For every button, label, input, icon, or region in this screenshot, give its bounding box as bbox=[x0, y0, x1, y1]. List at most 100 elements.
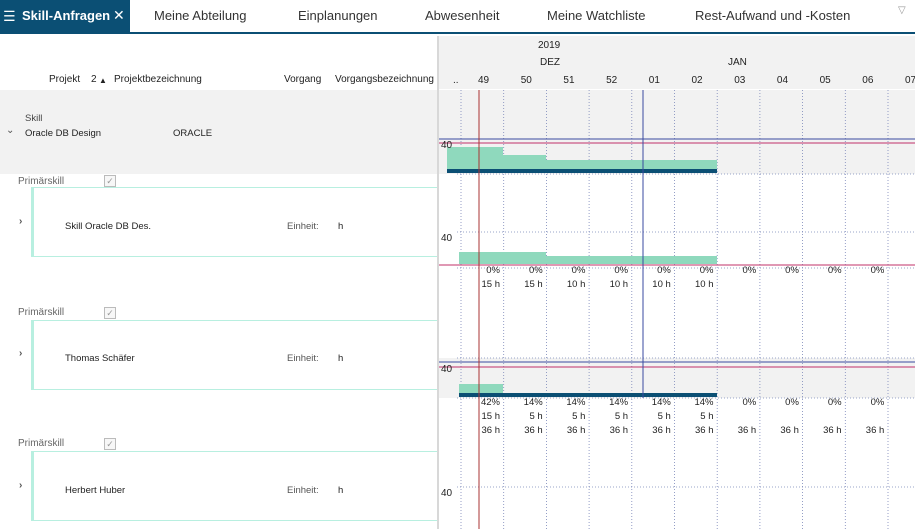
percent-value: 0% bbox=[870, 265, 885, 276]
week-label: 07 bbox=[905, 75, 915, 86]
allocation-bar bbox=[447, 147, 503, 173]
percent-value: 14% bbox=[651, 397, 671, 408]
percent-value: 0% bbox=[742, 397, 757, 408]
header-vorgangsbezeichnung[interactable]: Vorgangsbezeichnung bbox=[335, 74, 434, 85]
sort-ascending-icon[interactable]: ▲ bbox=[99, 76, 107, 85]
hours-value: 10 h bbox=[566, 279, 586, 290]
percent-value: 14% bbox=[566, 397, 586, 408]
primaerskill-label: Primärskill bbox=[18, 176, 65, 187]
hours-value: 5 h bbox=[572, 411, 586, 422]
hours-value: 10 h bbox=[652, 279, 671, 290]
tab-einplanungen[interactable]: Einplanungen bbox=[298, 8, 378, 23]
row-band bbox=[439, 358, 915, 398]
capacity-value: 36 h bbox=[780, 425, 799, 436]
tab-skill-anfragen[interactable]: ☰ Skill-Anfragen ✕ bbox=[0, 0, 130, 34]
resource-name: Herbert Huber bbox=[65, 485, 126, 496]
percent-value: 0% bbox=[870, 397, 885, 408]
skill-group-row: ⌄ Skill Oracle DB Design ORACLE bbox=[0, 90, 437, 174]
unit-value: h bbox=[338, 221, 344, 232]
skill-name: Oracle DB Design bbox=[25, 128, 102, 139]
allocation-bar bbox=[503, 155, 546, 173]
unit-label: Einheit: bbox=[287, 221, 319, 232]
axis-value: 40 bbox=[441, 488, 453, 499]
percent-value: 0% bbox=[699, 265, 714, 276]
resource-row[interactable] bbox=[31, 451, 437, 521]
chevron-right-icon[interactable]: › bbox=[19, 348, 23, 359]
capacity-value: 36 h bbox=[865, 425, 885, 436]
capacity-value: 36 h bbox=[524, 425, 543, 436]
skill-code: ORACLE bbox=[173, 128, 213, 139]
baseline-bar bbox=[447, 169, 717, 173]
primaerskill-checkbox[interactable]: ✓ bbox=[104, 307, 116, 319]
capacity-value: 36 h bbox=[737, 425, 757, 436]
percent-value: 0% bbox=[528, 265, 543, 276]
week-label: 49 bbox=[478, 75, 490, 86]
capacity-value: 36 h bbox=[823, 425, 842, 436]
percent-value: 0% bbox=[785, 265, 799, 276]
timeline-header: 2019 DEZ JAN .. 49 50 51 52 01 02 03 04 05 06 07 bbox=[439, 36, 915, 89]
close-icon[interactable]: ✕ bbox=[113, 7, 125, 23]
hours-value: 15 h bbox=[481, 279, 501, 290]
allocation-bar bbox=[459, 384, 503, 393]
percent-value: 14% bbox=[609, 397, 629, 408]
percent-value: 0% bbox=[785, 397, 799, 408]
chevron-down-icon[interactable]: ▽ bbox=[898, 5, 906, 16]
resource-row[interactable] bbox=[31, 320, 437, 390]
tab-meine-watchliste[interactable]: Meine Watchliste bbox=[547, 8, 646, 23]
resource-name: Skill Oracle DB Des. bbox=[65, 221, 152, 232]
baseline-bar bbox=[459, 393, 717, 397]
axis-value: 40 bbox=[441, 364, 453, 375]
week-label: 05 bbox=[819, 75, 831, 86]
hours-value: 10 h bbox=[695, 279, 714, 290]
hours-value: 5 h bbox=[700, 411, 714, 422]
percent-value: 42% bbox=[480, 397, 500, 408]
week-label: 01 bbox=[648, 75, 660, 86]
axis-value: 40 bbox=[441, 140, 453, 151]
allocation-bar bbox=[546, 256, 717, 264]
tab-rest-aufwand[interactable]: Rest-Aufwand und -Kosten bbox=[695, 8, 851, 23]
percent-value: 0% bbox=[657, 265, 671, 276]
week-prefix: .. bbox=[453, 75, 459, 86]
skill-label: Skill bbox=[25, 113, 43, 124]
header-projektbezeichnung[interactable]: Projektbezeichnung bbox=[114, 74, 202, 85]
week-label: 04 bbox=[776, 75, 789, 86]
chevron-right-icon[interactable]: › bbox=[19, 216, 23, 227]
percent-value: 14% bbox=[523, 397, 543, 408]
tab-label: Skill-Anfragen bbox=[22, 8, 111, 23]
unit-value: h bbox=[338, 485, 344, 496]
tab-meine-abteilung[interactable]: Meine Abteilung bbox=[154, 8, 247, 23]
gantt-chart: 2019 DEZ JAN .. 49 50 51 52 01 02 03 04 05 06 07 4… bbox=[439, 36, 915, 529]
capacity-value: 36 h bbox=[695, 425, 714, 436]
chevron-right-icon[interactable]: › bbox=[19, 480, 23, 491]
hamburger-menu-icon[interactable]: ☰ bbox=[3, 8, 16, 24]
percent-value: 0% bbox=[486, 265, 500, 276]
pane-splitter[interactable] bbox=[437, 36, 439, 529]
percent-value: 0% bbox=[571, 265, 586, 276]
capacity-value: 36 h bbox=[481, 425, 501, 436]
week-label: 51 bbox=[563, 75, 575, 86]
percent-value: 14% bbox=[694, 397, 714, 408]
unit-label: Einheit: bbox=[287, 485, 319, 496]
hours-value: 5 h bbox=[614, 411, 629, 422]
timeline-month: DEZ bbox=[540, 57, 560, 68]
percent-value: 0% bbox=[742, 265, 757, 276]
tab-abwesenheit[interactable]: Abwesenheit bbox=[425, 8, 500, 23]
hours-value: 5 h bbox=[529, 411, 543, 422]
percent-value: 0% bbox=[827, 265, 842, 276]
resource-row[interactable] bbox=[31, 187, 437, 257]
primaerskill-checkbox[interactable]: ✓ bbox=[104, 175, 116, 187]
header-projekt[interactable]: Projekt bbox=[49, 74, 81, 85]
allocation-bar bbox=[459, 252, 546, 264]
capacity-value: 36 h bbox=[566, 425, 586, 436]
primaerskill-label: Primärskill bbox=[18, 438, 65, 449]
hours-value: 15 h bbox=[524, 279, 543, 290]
gantt-canvas bbox=[439, 90, 915, 529]
week-label: 52 bbox=[606, 75, 618, 86]
primaerskill-checkbox[interactable]: ✓ bbox=[104, 438, 116, 450]
timeline-month: JAN bbox=[728, 57, 747, 68]
chevron-down-icon[interactable]: ⌄ bbox=[6, 125, 15, 136]
timeline-year: 2019 bbox=[538, 40, 561, 51]
task-grid: Projekt 2 ▲ Projektbezeichnung Vorgang V… bbox=[0, 36, 437, 529]
header-vorgang[interactable]: Vorgang bbox=[284, 74, 322, 85]
hours-value: 10 h bbox=[609, 279, 629, 290]
